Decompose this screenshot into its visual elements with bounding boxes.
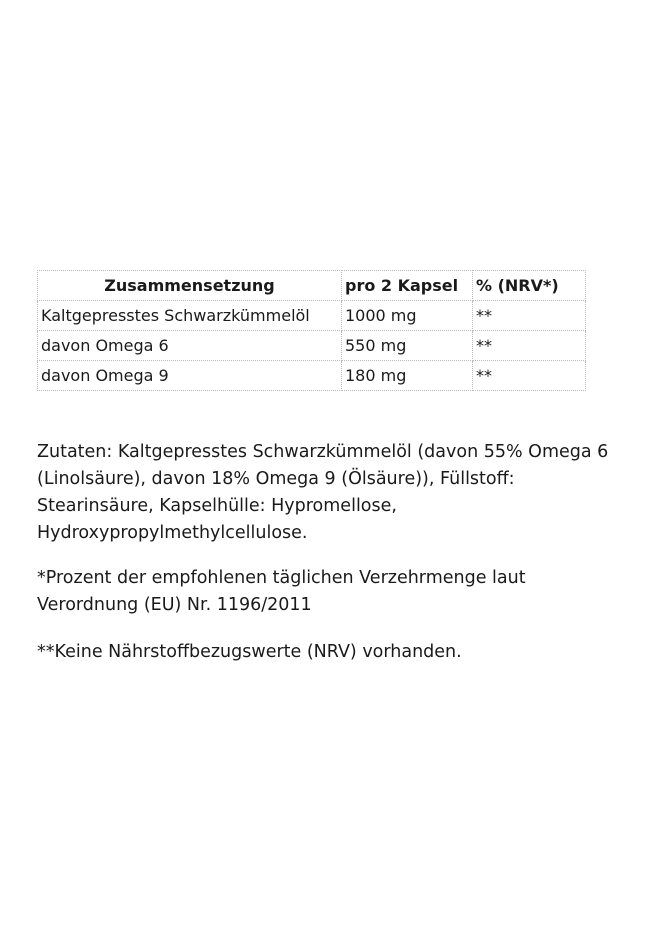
ingredients-text: Zutaten: Kaltgepresstes Schwarzkümmelöl … [37, 442, 609, 543]
cell-nrv: ** [472, 330, 586, 361]
table-row: davon Omega 9 180 mg ** [37, 360, 586, 391]
footnote-no-nrv: **Keine Nährstoffbezugswerte (NRV) vorha… [37, 642, 462, 662]
cell-name: davon Omega 9 [37, 360, 342, 391]
cell-nrv: ** [472, 300, 586, 331]
cell-name: Kaltgepresstes Schwarzkümmelöl [37, 300, 342, 331]
table-row: Kaltgepresstes Schwarzkümmelöl 1000 mg *… [37, 300, 586, 331]
table-header-row: Zusammensetzung pro 2 Kapsel % (NRV*) [37, 270, 586, 301]
footnote-nrv: *Prozent der empfohlenen täglichen Verze… [37, 568, 526, 615]
cell-amount: 550 mg [341, 330, 473, 361]
cell-nrv: ** [472, 360, 586, 391]
header-per-2-capsules: pro 2 Kapsel [341, 270, 473, 301]
header-nrv: % (NRV*) [472, 270, 586, 301]
table-row: davon Omega 6 550 mg ** [37, 330, 586, 361]
cell-amount: 180 mg [341, 360, 473, 391]
header-composition: Zusammensetzung [37, 270, 342, 301]
nutrition-table: Zusammensetzung pro 2 Kapsel % (NRV*) Ka… [37, 270, 586, 391]
cell-amount: 1000 mg [341, 300, 473, 331]
cell-name: davon Omega 6 [37, 330, 342, 361]
